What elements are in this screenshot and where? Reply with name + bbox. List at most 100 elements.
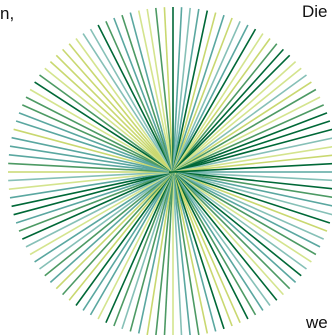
starburst-ray <box>97 24 176 176</box>
starburst-ray <box>170 168 233 327</box>
starburst-ray <box>171 14 225 177</box>
starburst-ray <box>169 168 302 277</box>
starburst-ray <box>34 81 177 175</box>
starburst-ray <box>170 28 257 176</box>
starburst-ray <box>13 170 178 216</box>
starburst-ray <box>39 74 177 176</box>
starburst-ray <box>168 170 332 198</box>
starburst-ray <box>170 17 233 176</box>
starburst-ray <box>171 167 225 330</box>
text-fragment-bottom-right: we <box>306 313 328 332</box>
starburst-ray <box>155 7 175 177</box>
starburst-ray <box>170 24 249 176</box>
starburst-ray <box>168 128 332 174</box>
starburst-ray <box>169 169 317 256</box>
starburst-ray <box>169 48 284 176</box>
starburst-ray <box>171 167 191 335</box>
starburst-ray <box>168 171 332 182</box>
starburst-ray <box>8 162 178 173</box>
starburst-ray <box>129 167 175 332</box>
starburst-ray <box>171 12 217 177</box>
starburst-ray <box>105 167 176 324</box>
starburst-ray <box>34 169 177 263</box>
starburst-ray <box>169 61 297 176</box>
starburst-ray <box>29 88 177 175</box>
starburst-ray <box>168 170 332 216</box>
starburst-ray <box>68 43 177 176</box>
starburst-ray <box>169 168 307 270</box>
starburst-ray <box>169 168 271 306</box>
text-fragment-left: n, <box>0 4 15 23</box>
starburst-ray <box>68 168 177 301</box>
starburst-ray <box>75 168 177 306</box>
starburst-ray <box>146 167 175 335</box>
starburst-ray <box>39 168 177 270</box>
starburst-ray <box>25 169 177 248</box>
starburst-ray <box>172 167 183 335</box>
starburst-ray <box>170 168 257 316</box>
starburst-ray <box>82 168 176 311</box>
starburst-ray <box>169 96 321 175</box>
starburst-ray <box>170 167 241 324</box>
starburst-ray <box>113 168 176 327</box>
starburst-ray <box>168 120 331 174</box>
starburst-ray <box>171 167 200 335</box>
starburst-ray <box>168 154 332 174</box>
starburst-ray <box>25 96 177 175</box>
starburst-ray <box>171 167 217 332</box>
starburst-ray <box>168 162 332 173</box>
starburst-ray <box>49 61 177 176</box>
starburst-ray <box>169 54 291 176</box>
starburst-ray <box>89 28 176 176</box>
starburst-ray <box>168 170 332 207</box>
starburst-ray <box>62 168 177 296</box>
starburst-ray <box>129 12 175 177</box>
starburst-ray <box>171 7 191 177</box>
starburst-ray <box>55 54 177 176</box>
starburst-ray <box>105 20 176 177</box>
starburst-ray <box>169 88 317 175</box>
starburst-ray <box>169 168 297 283</box>
text-fragment-top-right: Die <box>302 2 328 21</box>
starburst-ray <box>169 168 284 296</box>
starburst-ray <box>82 33 176 176</box>
starburst-ray <box>170 168 249 320</box>
starburst-ray <box>89 168 176 316</box>
starburst-ray <box>44 67 177 176</box>
starburst-ray <box>18 169 177 232</box>
starburst-ray <box>168 170 332 190</box>
starburst-ray <box>18 112 177 175</box>
starburst-ray <box>49 168 177 283</box>
starburst-ray <box>169 169 321 248</box>
starburst-ray <box>171 8 200 177</box>
starburst-ray <box>169 67 302 176</box>
starburst-ray <box>163 167 174 335</box>
starburst-ray <box>169 169 312 263</box>
starburst-ray <box>155 167 175 335</box>
starburst-ray <box>137 167 175 334</box>
starburst-ray <box>170 33 264 176</box>
starburst-ray <box>9 145 178 174</box>
starburst-ray <box>163 7 174 177</box>
starburst-ray <box>8 171 178 182</box>
starburst-ray <box>8 170 178 190</box>
starburst-ray <box>113 17 176 176</box>
starburst-ray <box>121 14 175 177</box>
starburst-ray <box>137 10 175 177</box>
starburst-ray <box>169 112 328 175</box>
starburst-ray <box>168 146 332 174</box>
starburst-ray <box>168 137 332 174</box>
starburst-ray <box>168 169 325 240</box>
starburst-ray <box>21 104 178 175</box>
starburst-ray <box>62 48 177 176</box>
starburst-ray <box>121 167 175 330</box>
starburst-ray <box>169 74 307 176</box>
starburst-ray <box>9 170 178 199</box>
starburst-ray <box>55 168 177 290</box>
starburst-ray <box>171 167 209 334</box>
starburst-ray <box>169 38 271 176</box>
starburst-ray <box>11 136 178 174</box>
starburst-ray <box>29 169 177 256</box>
starburst-ray <box>11 170 178 208</box>
